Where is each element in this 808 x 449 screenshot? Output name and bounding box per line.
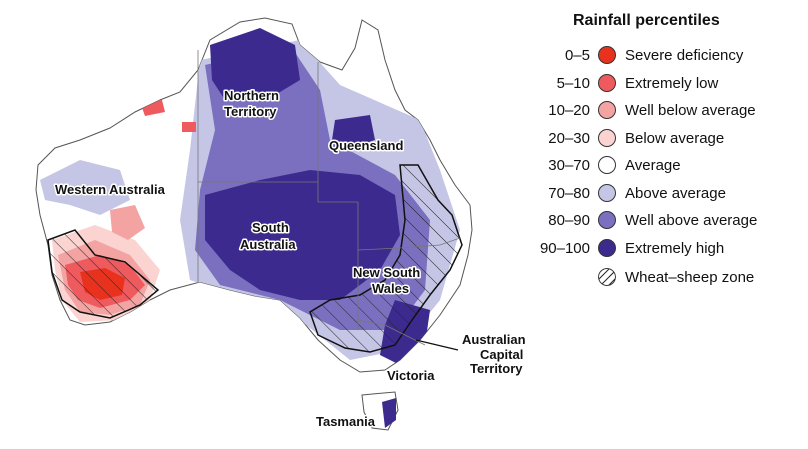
qld-nsw-border xyxy=(357,237,461,251)
legend-item: 30–70 Average xyxy=(525,153,805,179)
label-new-south-wales-2: Wales xyxy=(372,281,409,296)
label-south-australia-1: South xyxy=(252,220,289,235)
label-act-1: Australian xyxy=(462,332,526,347)
legend-swatch xyxy=(598,156,616,174)
legend-item: 10–20 Well below average xyxy=(525,98,805,124)
extremely-high-field-central xyxy=(205,170,400,300)
legend-label: Well below average xyxy=(625,102,756,119)
label-tasmania: Tasmania xyxy=(316,414,376,429)
label-northern-territory-1: Northern xyxy=(224,88,279,103)
legend-label: Well above average xyxy=(625,212,758,229)
legend-item: 70–80 Above average xyxy=(525,181,805,207)
wheat-sheep-zone-east xyxy=(309,164,463,353)
legend-range: 0–5 xyxy=(564,47,590,64)
legend-swatch xyxy=(598,183,616,202)
label-victoria: Victoria xyxy=(387,368,435,383)
legend-range: 10–20 xyxy=(548,102,590,119)
legend-item: 90–100 Extremely high xyxy=(525,236,805,262)
act-leader-line xyxy=(415,339,459,351)
well-below-field-wa-central xyxy=(110,205,145,240)
extremely-high-field-north xyxy=(210,28,300,100)
legend-label: Average xyxy=(625,157,681,174)
legend-range: 30–70 xyxy=(548,157,590,174)
tasmania-rain xyxy=(382,398,396,428)
legend-range: 90–100 xyxy=(539,239,590,257)
label-act-3: Territory xyxy=(470,361,523,376)
wheat-sheep-zone-wa xyxy=(47,229,160,319)
label-northern-territory-2: Territory xyxy=(224,104,277,119)
legend-range: 5–10 xyxy=(556,74,590,92)
legend-label: Below average xyxy=(625,129,725,147)
hatch-swatch xyxy=(598,268,616,286)
legend-label: Extremely high xyxy=(625,239,725,257)
legend-label: Above average xyxy=(625,184,726,202)
label-queensland: Queensland xyxy=(329,138,403,153)
label-act-2: Capital xyxy=(480,347,523,362)
legend-range: 80–90 xyxy=(548,212,590,229)
above-average-field-west xyxy=(40,160,130,215)
legend-swatch xyxy=(598,46,616,64)
legend-range: 20–30 xyxy=(548,129,590,147)
legend-range: 70–80 xyxy=(548,184,590,202)
label-new-south-wales-1: New South xyxy=(353,265,420,280)
legend-item: 20–30 Below average xyxy=(525,126,805,152)
legend-label: Wheat–sheep zone xyxy=(625,269,755,286)
legend-title: Rainfall percentiles xyxy=(573,12,720,29)
extremely-low-field-north2 xyxy=(182,122,196,132)
wheat-sheep-zones xyxy=(47,164,463,353)
legend-item: 80–90 Well above average xyxy=(525,208,805,234)
label-south-australia-2: Australia xyxy=(240,237,296,252)
legend-swatch xyxy=(598,238,616,257)
label-western-australia: Western Australia xyxy=(55,182,166,197)
legend-label: Extremely low xyxy=(625,74,719,92)
legend-item-wheat-sheep: Wheat–sheep zone xyxy=(525,265,805,291)
extremely-high-field-qld xyxy=(332,115,375,148)
legend-swatch xyxy=(598,73,616,92)
legend-swatch xyxy=(598,128,616,147)
state-borders xyxy=(197,50,461,346)
legend-item: 0–5 Severe deficiency xyxy=(525,43,805,69)
legend-swatch xyxy=(598,101,616,119)
legend-label: Severe deficiency xyxy=(625,47,744,64)
nsw-vic-border xyxy=(357,319,426,346)
legend-swatch xyxy=(598,211,616,229)
legend-item: 5–10 Extremely low xyxy=(525,71,805,97)
